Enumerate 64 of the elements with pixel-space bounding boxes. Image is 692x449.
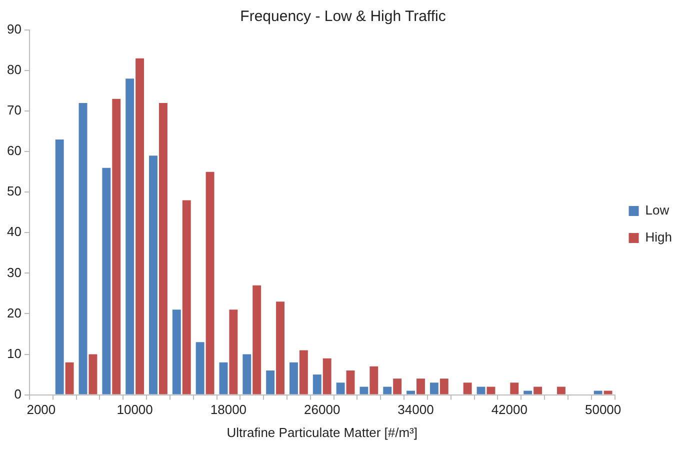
bar	[486, 386, 496, 394]
bar	[322, 358, 332, 394]
bar	[463, 382, 472, 394]
bar	[440, 378, 448, 394]
x-tick-label: 18000	[210, 402, 247, 418]
bar	[360, 386, 368, 394]
bar	[206, 172, 214, 394]
bar	[604, 390, 612, 394]
bar	[55, 139, 64, 394]
y-tick-label: 80	[6, 62, 22, 78]
y-tick-label: 50	[6, 184, 22, 199]
bar	[416, 378, 425, 394]
bar	[102, 168, 111, 394]
x-tick-label: 50000	[584, 402, 622, 418]
bar	[476, 386, 486, 394]
y-tick-label: 20	[6, 305, 22, 320]
bar	[266, 370, 275, 394]
bar	[136, 58, 144, 394]
bar	[370, 366, 378, 394]
bar	[510, 382, 519, 394]
bar	[172, 310, 181, 394]
bar	[312, 374, 322, 394]
x-tick-label: 42000	[491, 402, 528, 418]
bar	[126, 78, 134, 394]
bar	[383, 386, 392, 394]
bar	[78, 102, 88, 394]
bar	[594, 390, 602, 394]
y-tick-label: 10	[6, 346, 22, 361]
bar	[430, 382, 438, 394]
x-axis-title: Ultrafine Particulate Matter [#/m³]	[226, 424, 418, 440]
y-tick-label: 40	[6, 224, 22, 240]
legend-label: High	[645, 230, 672, 245]
bar	[252, 285, 262, 394]
y-tick-label: 0	[14, 386, 22, 402]
bar	[299, 350, 308, 394]
bar	[242, 354, 252, 394]
bar	[524, 390, 532, 394]
bar	[112, 98, 121, 394]
bar	[88, 354, 98, 394]
bar	[393, 378, 402, 394]
bar	[556, 386, 566, 394]
bar	[65, 362, 74, 394]
bar	[229, 310, 238, 394]
legend-label: Low	[645, 202, 670, 218]
bar	[182, 200, 191, 394]
bar	[289, 362, 298, 394]
y-tick-label: 70	[6, 102, 22, 118]
bar	[158, 102, 168, 394]
bar	[276, 302, 284, 394]
y-tick-label: 90	[6, 22, 22, 37]
bar	[406, 390, 416, 394]
bar	[196, 342, 204, 394]
y-tick-label: 30	[6, 264, 22, 280]
x-tick-label: 2000	[26, 402, 56, 418]
x-tick-label: 26000	[304, 402, 340, 418]
x-tick-label: 34000	[398, 402, 434, 418]
bar	[534, 386, 542, 394]
chart-title: Frequency - Low & High Traffic	[240, 8, 446, 26]
bar	[336, 382, 345, 394]
x-tick-label: 10000	[116, 402, 153, 418]
bar	[149, 156, 158, 394]
bar	[219, 362, 228, 394]
bar	[346, 370, 355, 394]
y-tick-label: 60	[6, 143, 22, 158]
